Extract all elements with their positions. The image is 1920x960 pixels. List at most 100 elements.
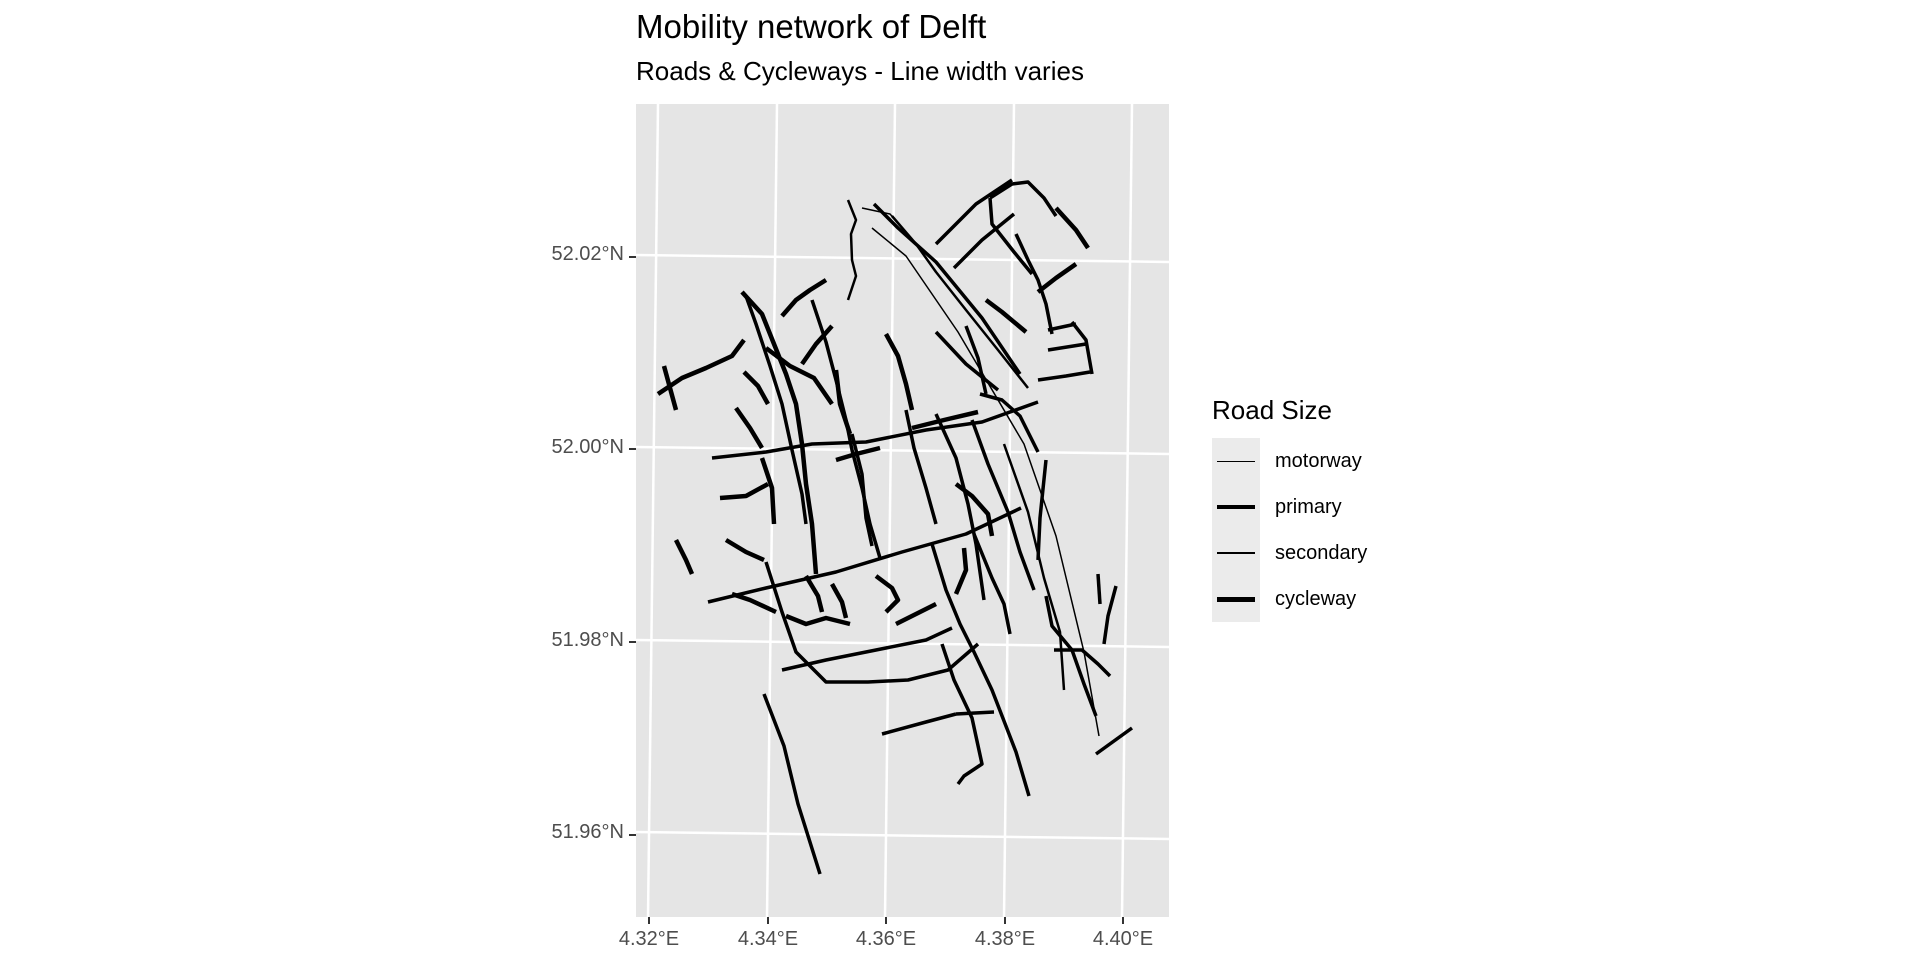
cycleway-line [673, 538, 695, 575]
legend-key [1212, 438, 1260, 484]
cycleway-line [984, 298, 1028, 334]
legend-key [1212, 484, 1260, 530]
y-tick-mark [629, 641, 636, 643]
cycleway-line [874, 574, 901, 614]
primary-line [872, 202, 1022, 375]
cycleway-line [719, 482, 770, 501]
x-tick-label: 4.34°E [737, 928, 799, 950]
primary-line [762, 693, 822, 875]
x-tick-mark [1122, 917, 1124, 924]
cycleway-line [780, 278, 828, 318]
cycleway-line [954, 482, 995, 537]
graticule-lon-4.36 [883, 104, 897, 917]
legend-item-cycleway: cycleway [1212, 576, 1367, 622]
primary-line [964, 325, 988, 395]
cycleway-line [884, 332, 915, 411]
primary-line [934, 330, 1000, 392]
primary-line [764, 561, 980, 684]
cycleway-line [656, 338, 746, 396]
secondary-line [1002, 443, 1066, 691]
x-tick-label: 4.38°E [974, 928, 1036, 950]
legend-key [1212, 576, 1260, 622]
primary-line [1036, 459, 1048, 561]
cycleway-line [953, 547, 969, 595]
legend-label: cycleway [1275, 587, 1357, 610]
graticule-lat-52.00 [636, 445, 1169, 456]
x-tick-mark [767, 917, 769, 924]
primary-line [970, 419, 1036, 591]
map-panel [636, 104, 1169, 917]
primary-line [955, 710, 995, 716]
y-tick-label: 51.98°N [551, 629, 625, 651]
primary-line [1037, 370, 1091, 382]
primary-line [1054, 648, 1112, 678]
legend-line-motorway [1217, 460, 1255, 462]
motorway-line [871, 227, 1100, 737]
primary-line [1014, 233, 1054, 335]
x-tick-label: 4.36°E [855, 928, 917, 950]
primary-line [1070, 320, 1094, 375]
legend-label: motorway [1275, 449, 1362, 472]
primary-line [1096, 573, 1102, 605]
cycleway-line [661, 365, 679, 411]
graticule [636, 104, 1169, 917]
y-tick-mark [629, 448, 636, 450]
primary-line [989, 180, 1058, 217]
legend-line-primary [1217, 505, 1255, 509]
legend-item-primary: primary [1212, 484, 1367, 530]
x-tick-label: 4.40°E [1092, 928, 1154, 950]
legend: Road Size motorway primary secondary cyc… [1212, 395, 1367, 622]
y-tick-label: 52.02°N [551, 243, 625, 265]
y-tick-label: 51.96°N [551, 821, 625, 843]
cycleway-line [742, 370, 770, 406]
primary-line [781, 626, 953, 672]
graticule-lat-51.96 [636, 830, 1169, 841]
cycleway-line [894, 601, 938, 627]
cycleway-line [804, 574, 825, 613]
cycleway-line [724, 538, 765, 563]
legend-item-secondary: secondary [1212, 530, 1367, 576]
primary-line [934, 413, 986, 601]
legend-label: primary [1275, 495, 1342, 518]
primary-line [1047, 322, 1077, 332]
primary-line [1094, 726, 1134, 756]
cycleway-line [740, 290, 819, 575]
road-lines [656, 178, 1134, 875]
primary-line [1102, 585, 1118, 645]
road-network-map [636, 104, 1169, 917]
cycleway-line [830, 582, 849, 619]
legend-key [1212, 530, 1260, 576]
primary-line [707, 506, 1022, 604]
primary-line [930, 543, 1031, 797]
x-tick-mark [1004, 917, 1006, 924]
cycleway-line [731, 591, 777, 615]
cycleway-line [833, 369, 853, 435]
primary-line [979, 392, 1040, 453]
primary-line [952, 212, 1016, 270]
cycleway-line [734, 406, 764, 450]
legend-item-motorway: motorway [1212, 438, 1367, 484]
x-tick-mark [885, 917, 887, 924]
y-tick-label: 52.00°N [551, 436, 625, 458]
cycleway-line [785, 613, 851, 627]
primary-line [988, 197, 1034, 276]
primary-line [711, 400, 1039, 460]
cycleway-line [1036, 262, 1078, 294]
cycleway-line [911, 409, 979, 431]
primary-line [810, 299, 882, 559]
secondary-line [846, 199, 858, 301]
primary-line [904, 409, 938, 525]
cycleway-line [764, 346, 834, 406]
primary-line [1047, 342, 1087, 352]
cycleway-line [835, 445, 881, 463]
primary-line [881, 712, 957, 736]
y-tick-mark [629, 834, 636, 836]
legend-line-secondary [1217, 552, 1255, 554]
y-tick-mark [629, 256, 636, 258]
graticule-lon-4.32 [646, 104, 660, 917]
cycleway-line [1054, 206, 1090, 250]
legend-title: Road Size [1212, 395, 1332, 425]
primary-line [934, 178, 1013, 246]
x-tick-mark [648, 917, 650, 924]
graticule-lon-4.40 [1120, 104, 1134, 917]
